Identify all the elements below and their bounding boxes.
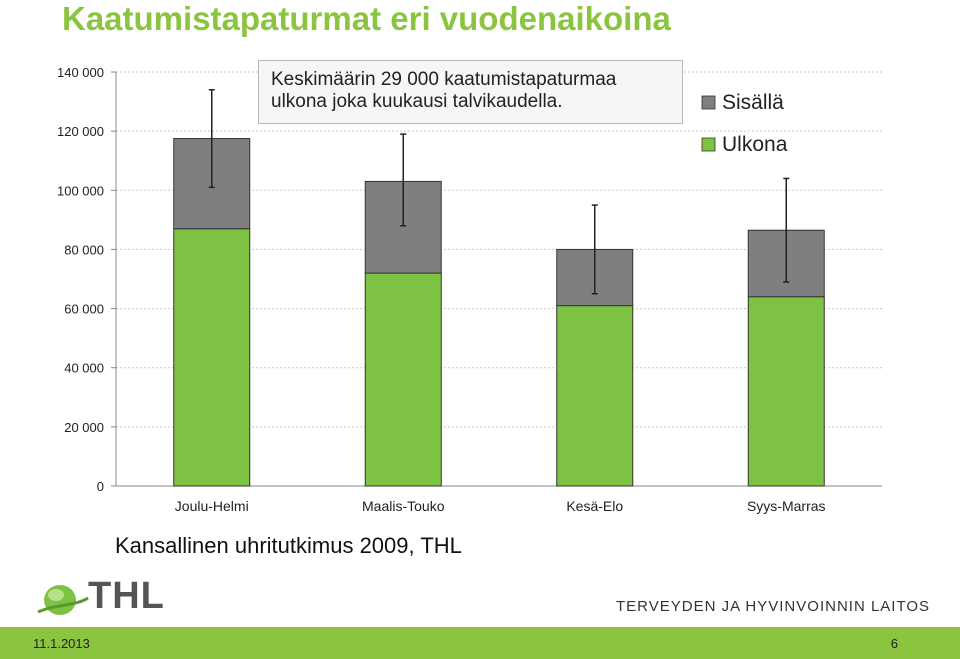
footer-bar: 11.1.2013 6	[0, 627, 960, 659]
source-text: Kansallinen uhritutkimus 2009, THL	[115, 533, 462, 558]
y-tick-label: 140 000	[57, 65, 104, 80]
slide-title: Kaatumistapaturmat eri vuodenaikoina	[62, 0, 671, 37]
legend-label: Ulkona	[722, 133, 788, 156]
bar-ulkona	[556, 305, 634, 487]
institute-name: TERVEYDEN JA HYVINVOINNIN LAITOS	[616, 598, 931, 615]
thl-logo-icon	[37, 585, 89, 615]
footer-date: 11.1.2013	[33, 636, 90, 651]
legend-swatch	[701, 137, 716, 152]
y-tick-label: 60 000	[64, 302, 104, 317]
x-tick-label: Kesä-Elo	[566, 498, 623, 514]
x-tick-label: Maalis-Touko	[362, 498, 445, 514]
annotation-box: Keskimäärin 29 000 kaatumistapaturmaa ul…	[258, 60, 683, 124]
y-tick-label: 120 000	[57, 124, 104, 139]
bar-ulkona	[364, 272, 442, 487]
annotation-line-1: Keskimäärin 29 000 kaatumistapaturmaa	[271, 69, 617, 90]
x-tick-label: Joulu-Helmi	[175, 498, 249, 514]
y-tick-label: 100 000	[57, 183, 104, 198]
page-number: 6	[890, 636, 898, 651]
stacked-bar-chart: 0 20 000 40 000 60 000 80 000 100 000 120 000 1…	[57, 65, 882, 514]
bar-ulkona	[747, 296, 825, 487]
logo-text: THL	[88, 575, 165, 617]
y-tick-label: 40 000	[64, 361, 104, 376]
bar-ulkona	[173, 228, 251, 487]
legend-label: Sisällä	[722, 91, 784, 114]
y-tick-label: 80 000	[64, 242, 104, 257]
legend-swatch	[701, 95, 716, 110]
y-tick-label: 20 000	[64, 420, 104, 435]
x-tick-label: Syys-Marras	[747, 498, 826, 514]
y-tick-label: 0	[97, 479, 104, 494]
annotation-line-2: ulkona joka kuukausi talvikaudella.	[271, 91, 563, 112]
